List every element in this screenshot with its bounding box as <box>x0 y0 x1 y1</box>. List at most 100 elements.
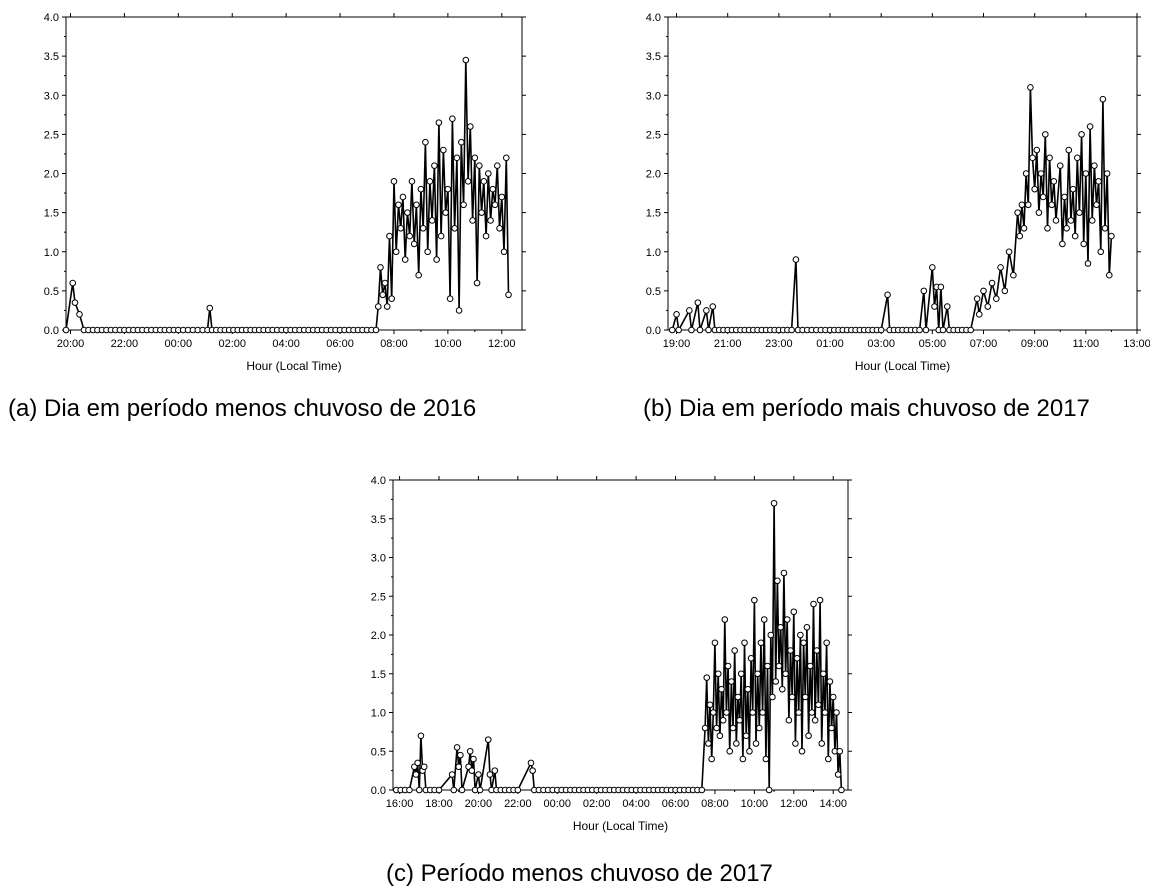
data-point <box>1084 260 1092 267</box>
data-point <box>785 716 793 724</box>
data-point <box>485 170 492 177</box>
data-point <box>1065 146 1073 154</box>
data-point <box>76 311 83 318</box>
data-point <box>939 326 947 334</box>
data-point <box>505 291 512 299</box>
x-tick-label-a: 20:00 <box>57 338 85 350</box>
data-point <box>1020 224 1028 232</box>
data-point <box>1035 209 1043 216</box>
data-point <box>931 303 938 310</box>
data-point <box>937 283 945 291</box>
data-point <box>469 217 476 224</box>
data-point <box>458 138 465 146</box>
chart-panel-b: 0.0 0.5 1.0 1.5 2.0 2.5 3.0 3.5 4.0 19:00 21:00 23:… <box>575 0 1150 385</box>
data-point <box>980 287 987 295</box>
data-point <box>529 767 536 774</box>
data-point <box>744 685 752 693</box>
data-point <box>462 56 470 64</box>
data-point <box>787 647 794 654</box>
caption-a: (a) Dia em período menos chuvoso de 2016 <box>8 395 477 422</box>
x-tick-label-c: 18:00 <box>425 798 453 810</box>
data-point <box>706 701 714 709</box>
x-tick-label-c: 08:00 <box>701 798 729 810</box>
y-tick-label-b: 3.5 <box>646 51 661 63</box>
x-tick-label-b: 19:00 <box>663 338 691 350</box>
data-point <box>1108 232 1115 240</box>
data-point <box>451 224 458 232</box>
data-point <box>1105 271 1113 279</box>
data-point <box>458 786 466 794</box>
series-line-b <box>671 87 1113 333</box>
data-point <box>922 326 930 334</box>
data-point <box>1103 170 1111 177</box>
data-point <box>1044 224 1051 232</box>
y-tick-label-c: 4.0 <box>371 475 386 487</box>
data-point <box>829 693 837 701</box>
x-tick-label-a: 08:00 <box>380 338 408 350</box>
data-point <box>435 119 443 126</box>
y-tick-label-a: 3.0 <box>44 90 59 102</box>
data-point <box>749 709 757 716</box>
data-point <box>828 724 835 732</box>
data-point <box>446 295 454 303</box>
data-point <box>404 209 411 216</box>
data-point <box>453 744 461 751</box>
y-tick-label-a: 2.5 <box>44 129 59 141</box>
data-point <box>1101 224 1109 232</box>
data-point <box>769 693 776 701</box>
data-point <box>772 678 780 685</box>
data-point <box>1027 84 1034 91</box>
data-point <box>381 279 389 287</box>
data-point <box>408 178 416 185</box>
series-points-b <box>668 84 1115 334</box>
data-point <box>792 740 799 747</box>
data-point <box>1067 217 1075 224</box>
data-point <box>993 295 1000 303</box>
data-point <box>767 631 775 639</box>
data-point <box>798 747 806 755</box>
y-tick-label-b: 0.0 <box>646 325 661 337</box>
series-line-a <box>65 59 510 331</box>
chart-panel-c: 0.0 0.5 1.0 1.5 2.0 2.5 3.0 3.5 4.0 16:00 18:00 20:… <box>320 465 860 850</box>
data-point <box>1093 201 1100 209</box>
data-point <box>1037 170 1045 177</box>
data-point <box>412 771 420 778</box>
y-tick-label-b: 2.5 <box>646 129 661 141</box>
data-point <box>747 654 755 662</box>
data-point <box>780 569 788 577</box>
data-point <box>491 201 499 209</box>
data-point <box>1024 201 1032 209</box>
data-point <box>466 747 474 755</box>
data-point <box>415 271 422 279</box>
data-point <box>414 759 421 767</box>
data-point <box>701 724 709 732</box>
data-point <box>775 662 783 670</box>
y-tick-label-a: 1.0 <box>44 247 59 259</box>
data-point <box>440 146 447 154</box>
data-point <box>401 256 409 263</box>
data-point <box>811 716 819 724</box>
x-tick-label-b: 05:00 <box>919 338 947 350</box>
data-point <box>527 759 535 767</box>
y-tick-label-a: 3.5 <box>44 51 59 63</box>
data-point <box>826 678 834 685</box>
y-tick-label-c: 2.0 <box>371 630 386 642</box>
data-point <box>1048 201 1056 209</box>
plot-frame-b <box>667 16 1138 331</box>
data-point <box>487 217 494 224</box>
x-axis-label-a: Hour (Local Time) <box>246 359 341 373</box>
data-point <box>821 709 829 716</box>
data-point <box>834 771 842 778</box>
y-tick-label-b: 3.0 <box>646 90 661 102</box>
data-point <box>719 716 727 724</box>
data-point <box>395 201 402 209</box>
data-point <box>1088 217 1096 224</box>
data-point <box>916 326 923 334</box>
data-point <box>705 740 712 747</box>
data-point <box>1022 170 1030 177</box>
data-point <box>997 264 1004 271</box>
data-point <box>435 786 443 794</box>
x-tick-label-c: 02:00 <box>583 798 611 810</box>
data-point <box>491 767 499 774</box>
